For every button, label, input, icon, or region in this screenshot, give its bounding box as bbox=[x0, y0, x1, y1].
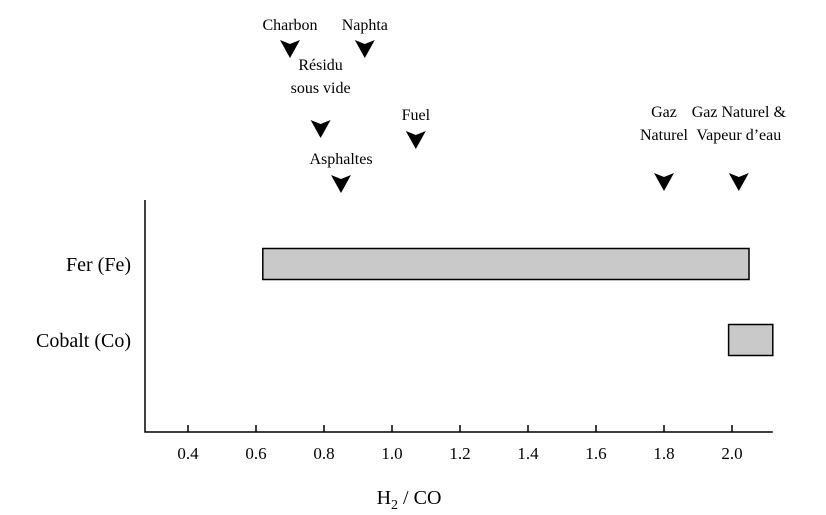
feedstock-annotation: Charbon bbox=[262, 17, 318, 58]
arrow-marker bbox=[728, 173, 749, 191]
category-label: Cobalt (Co) bbox=[36, 330, 131, 352]
range-bar bbox=[727, 323, 774, 357]
feedstock-annotation: Gaz Naturel bbox=[640, 104, 689, 191]
category-label: Fer (Fe) bbox=[66, 254, 131, 276]
annotation-label: Charbon bbox=[262, 17, 317, 34]
feedstock-annotation: Asphaltes bbox=[309, 151, 373, 193]
feedstock-annotation: Fuel bbox=[402, 107, 431, 149]
x-tick-label: 0.4 bbox=[177, 444, 199, 463]
arrow-marker bbox=[331, 175, 351, 193]
x-tick-labels: 0.4 0.6 0.8 1.0 1.2 1.4 1.6 1.8 2.0 bbox=[177, 444, 742, 463]
x-tick-label: 0.6 bbox=[245, 444, 266, 463]
x-tick-label: 1.6 bbox=[585, 444, 606, 463]
annotation-label: Résidu bbox=[298, 57, 342, 74]
feedstock-annotation: Naphta bbox=[342, 17, 388, 58]
x-tick-label: 1.8 bbox=[653, 444, 674, 463]
annotation-label: Fuel bbox=[402, 107, 431, 124]
axes bbox=[144, 200, 773, 433]
feedstock-annotation: Gaz Naturel & Vapeur d’eau bbox=[692, 104, 787, 191]
x-tick-label: 1.2 bbox=[449, 444, 470, 463]
x-tick-label: 1.4 bbox=[517, 444, 539, 463]
x-tick-label: 0.8 bbox=[313, 444, 334, 463]
feedstock-annotation: Résidu sous vide bbox=[291, 57, 351, 138]
annotation-label: sous vide bbox=[291, 80, 351, 97]
annotation-label: Gaz Naturel & bbox=[692, 104, 787, 121]
annotation-label: Vapeur d’eau bbox=[696, 127, 781, 144]
arrow-marker bbox=[310, 120, 331, 138]
annotations: Charbon Naphta Résidu sous vide Fuel Asphalte… bbox=[262, 17, 786, 193]
category-labels: Fer (Fe) Cobalt (Co) bbox=[36, 254, 131, 352]
arrow-marker bbox=[405, 131, 426, 149]
annotation-label: Naturel bbox=[640, 127, 689, 144]
arrow-marker bbox=[354, 40, 375, 58]
annotation-label: Gaz bbox=[651, 104, 677, 121]
x-tick-label: 2.0 bbox=[721, 444, 742, 463]
x-ticks bbox=[187, 425, 733, 432]
x-axis-label: H2 / CO bbox=[377, 487, 442, 513]
bars bbox=[262, 247, 774, 357]
arrow-marker bbox=[280, 40, 300, 58]
annotation-label: Naphta bbox=[342, 17, 388, 34]
range-bar bbox=[262, 247, 750, 281]
x-tick-label: 1.0 bbox=[381, 444, 402, 463]
annotation-label: Asphaltes bbox=[309, 151, 372, 168]
arrow-marker bbox=[654, 173, 674, 191]
